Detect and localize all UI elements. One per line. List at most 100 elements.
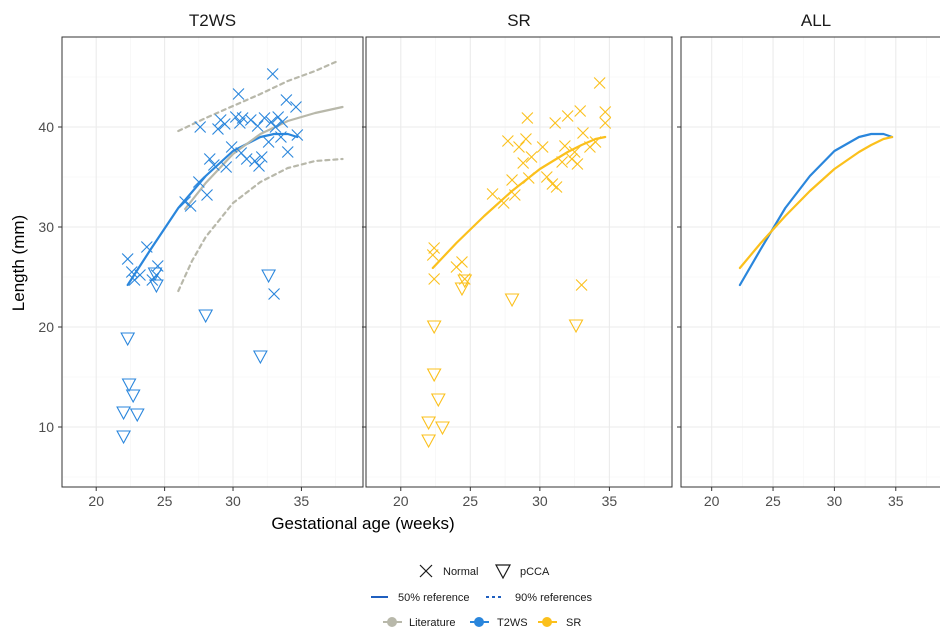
point-normal bbox=[550, 181, 563, 193]
point-pcca bbox=[125, 389, 141, 404]
panel-title: ALL bbox=[801, 11, 831, 30]
point-pcca bbox=[504, 293, 520, 308]
curve-literature-dashed bbox=[177, 60, 337, 133]
point-normal bbox=[134, 269, 146, 281]
panel-frame bbox=[61, 36, 364, 488]
point-normal bbox=[229, 111, 242, 123]
point-normal bbox=[574, 105, 587, 117]
panel-title: T2WS bbox=[189, 11, 236, 30]
point-normal bbox=[258, 112, 271, 124]
point-normal bbox=[561, 110, 574, 122]
legend-key-literature bbox=[383, 617, 402, 627]
point-normal bbox=[577, 127, 589, 139]
x-tick-label: 20 bbox=[88, 493, 104, 509]
point-normal bbox=[232, 88, 245, 100]
point-normal bbox=[281, 146, 294, 158]
point-normal bbox=[251, 120, 264, 132]
panel-t2ws: T2WS 20 25 30 35 10 20 30 40 bbox=[38, 11, 364, 509]
panel-all: ALL 20 25 30 35 bbox=[677, 11, 940, 509]
point-normal bbox=[599, 106, 612, 118]
x-tick-label: 25 bbox=[463, 493, 479, 509]
point-normal bbox=[593, 77, 606, 89]
point-normal bbox=[501, 135, 514, 147]
plot-area bbox=[116, 60, 344, 445]
point-pcca bbox=[252, 350, 268, 365]
point-normal bbox=[253, 160, 265, 172]
point-normal bbox=[121, 253, 134, 265]
legend-label-median: 50% reference bbox=[398, 592, 470, 604]
panel-title: SR bbox=[507, 11, 531, 30]
legend-key-sr bbox=[538, 617, 557, 627]
x-tick-label: 35 bbox=[888, 493, 904, 509]
point-normal bbox=[290, 101, 302, 113]
x-tick-label: 20 bbox=[704, 493, 720, 509]
curve-literature-solid bbox=[184, 105, 344, 211]
point-normal bbox=[220, 161, 233, 173]
point-normal bbox=[428, 273, 441, 285]
legend-label-normal: Normal bbox=[443, 566, 478, 578]
panel-frame bbox=[365, 36, 673, 488]
point-normal bbox=[140, 241, 153, 253]
point-normal bbox=[486, 188, 499, 200]
x-tick-label: 25 bbox=[765, 493, 781, 509]
point-normal bbox=[280, 94, 293, 106]
point-pcca bbox=[116, 406, 131, 421]
panel-background bbox=[62, 37, 363, 487]
point-normal bbox=[525, 151, 538, 163]
point-normal bbox=[575, 279, 588, 291]
point-normal bbox=[568, 146, 581, 158]
point-pcca bbox=[120, 332, 136, 347]
point-normal bbox=[599, 117, 612, 129]
legend-key-normal bbox=[419, 564, 433, 578]
legend-label-pcca: pCCA bbox=[520, 566, 550, 578]
point-normal bbox=[571, 158, 584, 170]
point-normal bbox=[559, 140, 571, 152]
point-normal bbox=[291, 129, 304, 141]
grid bbox=[366, 37, 672, 487]
point-normal bbox=[536, 141, 549, 153]
point-normal bbox=[556, 156, 569, 168]
y-tick-label: 30 bbox=[38, 219, 54, 235]
y-axis-title: Length (mm) bbox=[9, 215, 28, 311]
point-normal bbox=[508, 189, 521, 201]
point-normal bbox=[522, 172, 535, 184]
point-pcca bbox=[116, 430, 131, 445]
curve-literature-dashed bbox=[177, 157, 344, 293]
curve-sr-solid bbox=[738, 135, 894, 270]
point-pcca bbox=[121, 378, 137, 393]
point-normal bbox=[212, 123, 224, 135]
point-normal bbox=[265, 116, 278, 128]
point-normal bbox=[249, 155, 261, 167]
point-normal bbox=[521, 112, 534, 124]
point-normal bbox=[540, 171, 553, 183]
point-normal bbox=[262, 136, 275, 148]
y-tick-label: 20 bbox=[38, 319, 54, 335]
point-normal bbox=[192, 176, 205, 188]
panel-sr: SR 20 25 30 35 bbox=[362, 11, 673, 509]
x-axis-title: Gestational age (weeks) bbox=[271, 514, 454, 533]
point-normal bbox=[225, 141, 238, 153]
point-pcca bbox=[421, 434, 437, 449]
point-pcca bbox=[426, 320, 442, 335]
point-normal bbox=[517, 157, 530, 169]
point-normal bbox=[456, 256, 468, 268]
panels: T2WS 20 25 30 35 10 20 30 40 SR 20 25 30 35 ALL 20 25 30 3… bbox=[38, 11, 940, 509]
grid bbox=[681, 37, 940, 487]
curve-sr-solid bbox=[431, 135, 607, 270]
point-normal bbox=[218, 118, 231, 130]
point-normal bbox=[269, 121, 282, 133]
point-normal bbox=[272, 111, 285, 123]
point-normal bbox=[203, 153, 216, 165]
point-pcca bbox=[148, 279, 164, 294]
legend-label-literature: Literature bbox=[409, 617, 455, 629]
panel-frame bbox=[680, 36, 940, 488]
point-normal bbox=[268, 288, 280, 300]
point-normal bbox=[276, 116, 289, 128]
plot-area bbox=[738, 132, 894, 287]
point-normal bbox=[549, 117, 562, 129]
legend-label-t2ws: T2WS bbox=[497, 617, 528, 629]
point-pcca bbox=[426, 368, 442, 383]
x-tick-label: 30 bbox=[827, 493, 843, 509]
point-pcca bbox=[568, 319, 584, 334]
